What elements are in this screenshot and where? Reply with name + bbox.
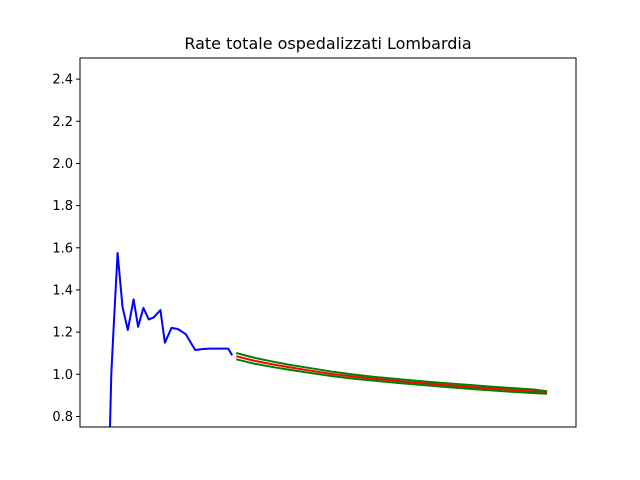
y-tick-label: 0.8	[52, 410, 73, 425]
y-tick-label: 2.4	[52, 73, 73, 88]
y-axis: 0.8 1.0 1.2 1.4 1.6 1.8 2.0 2.2 2.4	[52, 73, 80, 425]
series-line-2	[235, 352, 548, 393]
y-tick-label: 1.6	[52, 241, 73, 256]
y-tick-label: 1.8	[52, 199, 73, 214]
y-tick-label: 2.2	[52, 115, 73, 130]
y-tick-label: 1.0	[52, 368, 73, 383]
y-tick-label: 1.4	[52, 283, 73, 298]
chart-title: Rate totale ospedalizzati Lombardia	[184, 34, 471, 53]
plot-frame	[79, 57, 577, 428]
series-line-3	[235, 355, 548, 394]
y-tick-label: 1.2	[52, 326, 73, 341]
series-layer	[109, 252, 548, 427]
y-tick-label: 2.0	[52, 157, 73, 172]
series-line-4	[235, 358, 548, 395]
series-line-1	[109, 252, 234, 427]
